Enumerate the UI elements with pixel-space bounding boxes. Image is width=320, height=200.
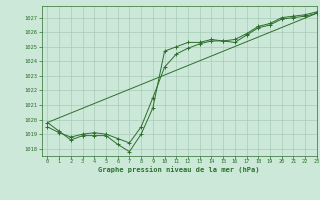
- X-axis label: Graphe pression niveau de la mer (hPa): Graphe pression niveau de la mer (hPa): [99, 166, 260, 173]
